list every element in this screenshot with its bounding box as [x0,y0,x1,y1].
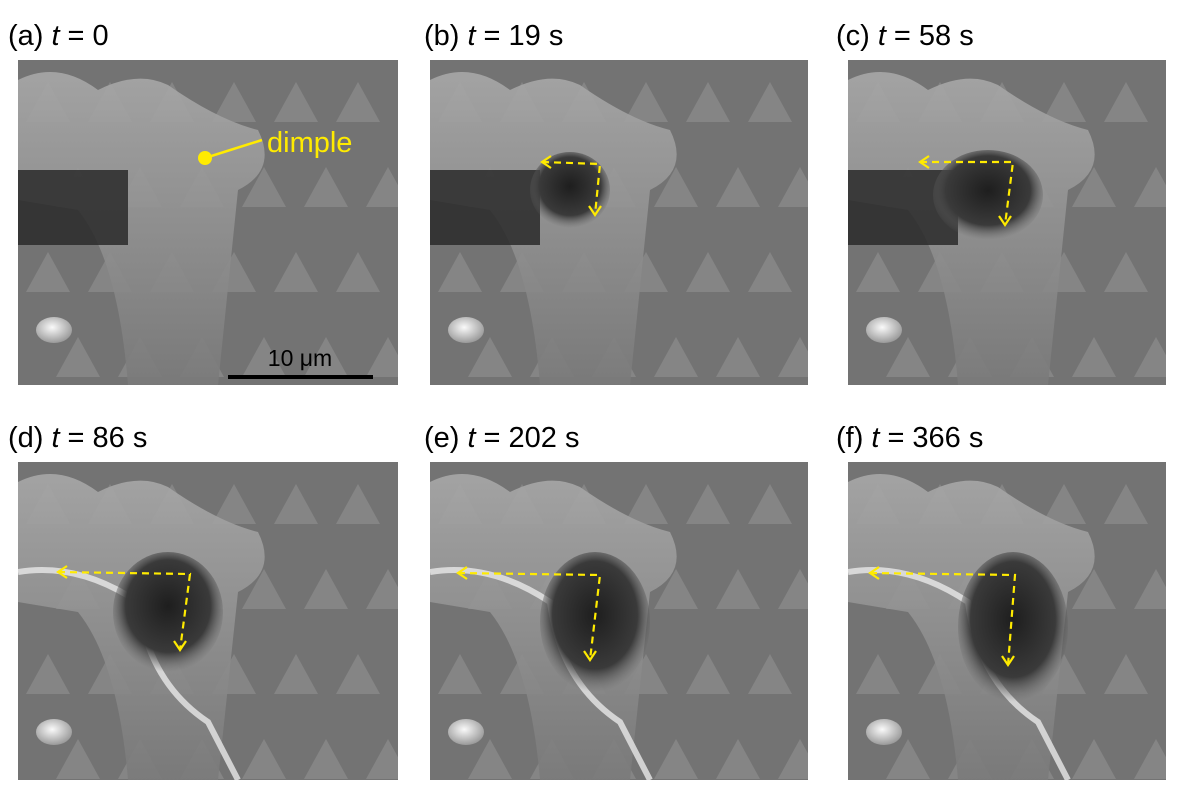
shadow [430,170,540,245]
panel-label: (f) t= 366 s [836,422,983,454]
panel-letter: (c) [836,20,870,52]
time-value: = 0 [68,20,109,52]
hole [933,150,1043,240]
particle [36,317,72,343]
time-variable: t [51,422,61,454]
panel-label: (e)t= 202 s [424,422,579,454]
panel-letter: (e) [424,422,459,454]
time-value: = 86 s [68,422,148,454]
panel-letter: (a) [8,20,43,52]
time-variable: t [878,20,888,52]
time-variable: t [51,20,61,52]
cone [1166,82,1180,122]
particle [36,719,72,745]
page: SEM time series html, body { margin: 0; … [0,0,1180,780]
shadow [18,170,128,245]
annotation-text: dimple [267,127,352,159]
panel-letter: (f) [836,422,863,454]
sem-image [18,462,410,780]
time-value: = 202 s [484,422,580,454]
time-variable: t [467,422,477,454]
cone [1166,654,1180,694]
time-value: = 58 s [894,20,974,52]
particle [866,317,902,343]
scale-bar-label: 10 μm [268,345,332,371]
panel-label: (b)t= 19 s [424,20,563,52]
hole [113,552,223,672]
hole [540,552,650,692]
time-variable: t [467,20,477,52]
time-variable: t [871,422,881,454]
annotation-dot [198,151,212,165]
sem-image [18,60,410,385]
panel-label: (d)t= 86 s [8,422,147,454]
cone [1166,252,1180,292]
particle [448,719,484,745]
panel-label: (c)t= 58 s [836,20,974,52]
particle [448,317,484,343]
time-value: = 19 s [484,20,564,52]
cone [1166,484,1180,524]
sem-image [848,462,1180,780]
panel-letter: (d) [8,422,43,454]
particle [866,719,902,745]
figure: (a)t= 0(b)t= 19 s(c)t= 58 s(d)t= 86 s(e)… [0,0,1180,780]
panel-letter: (b) [424,20,459,52]
body: {"panels": [ {"letter": "(a)", "var": "t… [0,0,1180,780]
hole [958,552,1068,702]
sem-image [848,60,1180,385]
panel-label: (a)t= 0 [8,20,109,52]
time-value: = 366 s [887,422,983,454]
sem-image [430,60,822,385]
sem-image [430,462,822,780]
